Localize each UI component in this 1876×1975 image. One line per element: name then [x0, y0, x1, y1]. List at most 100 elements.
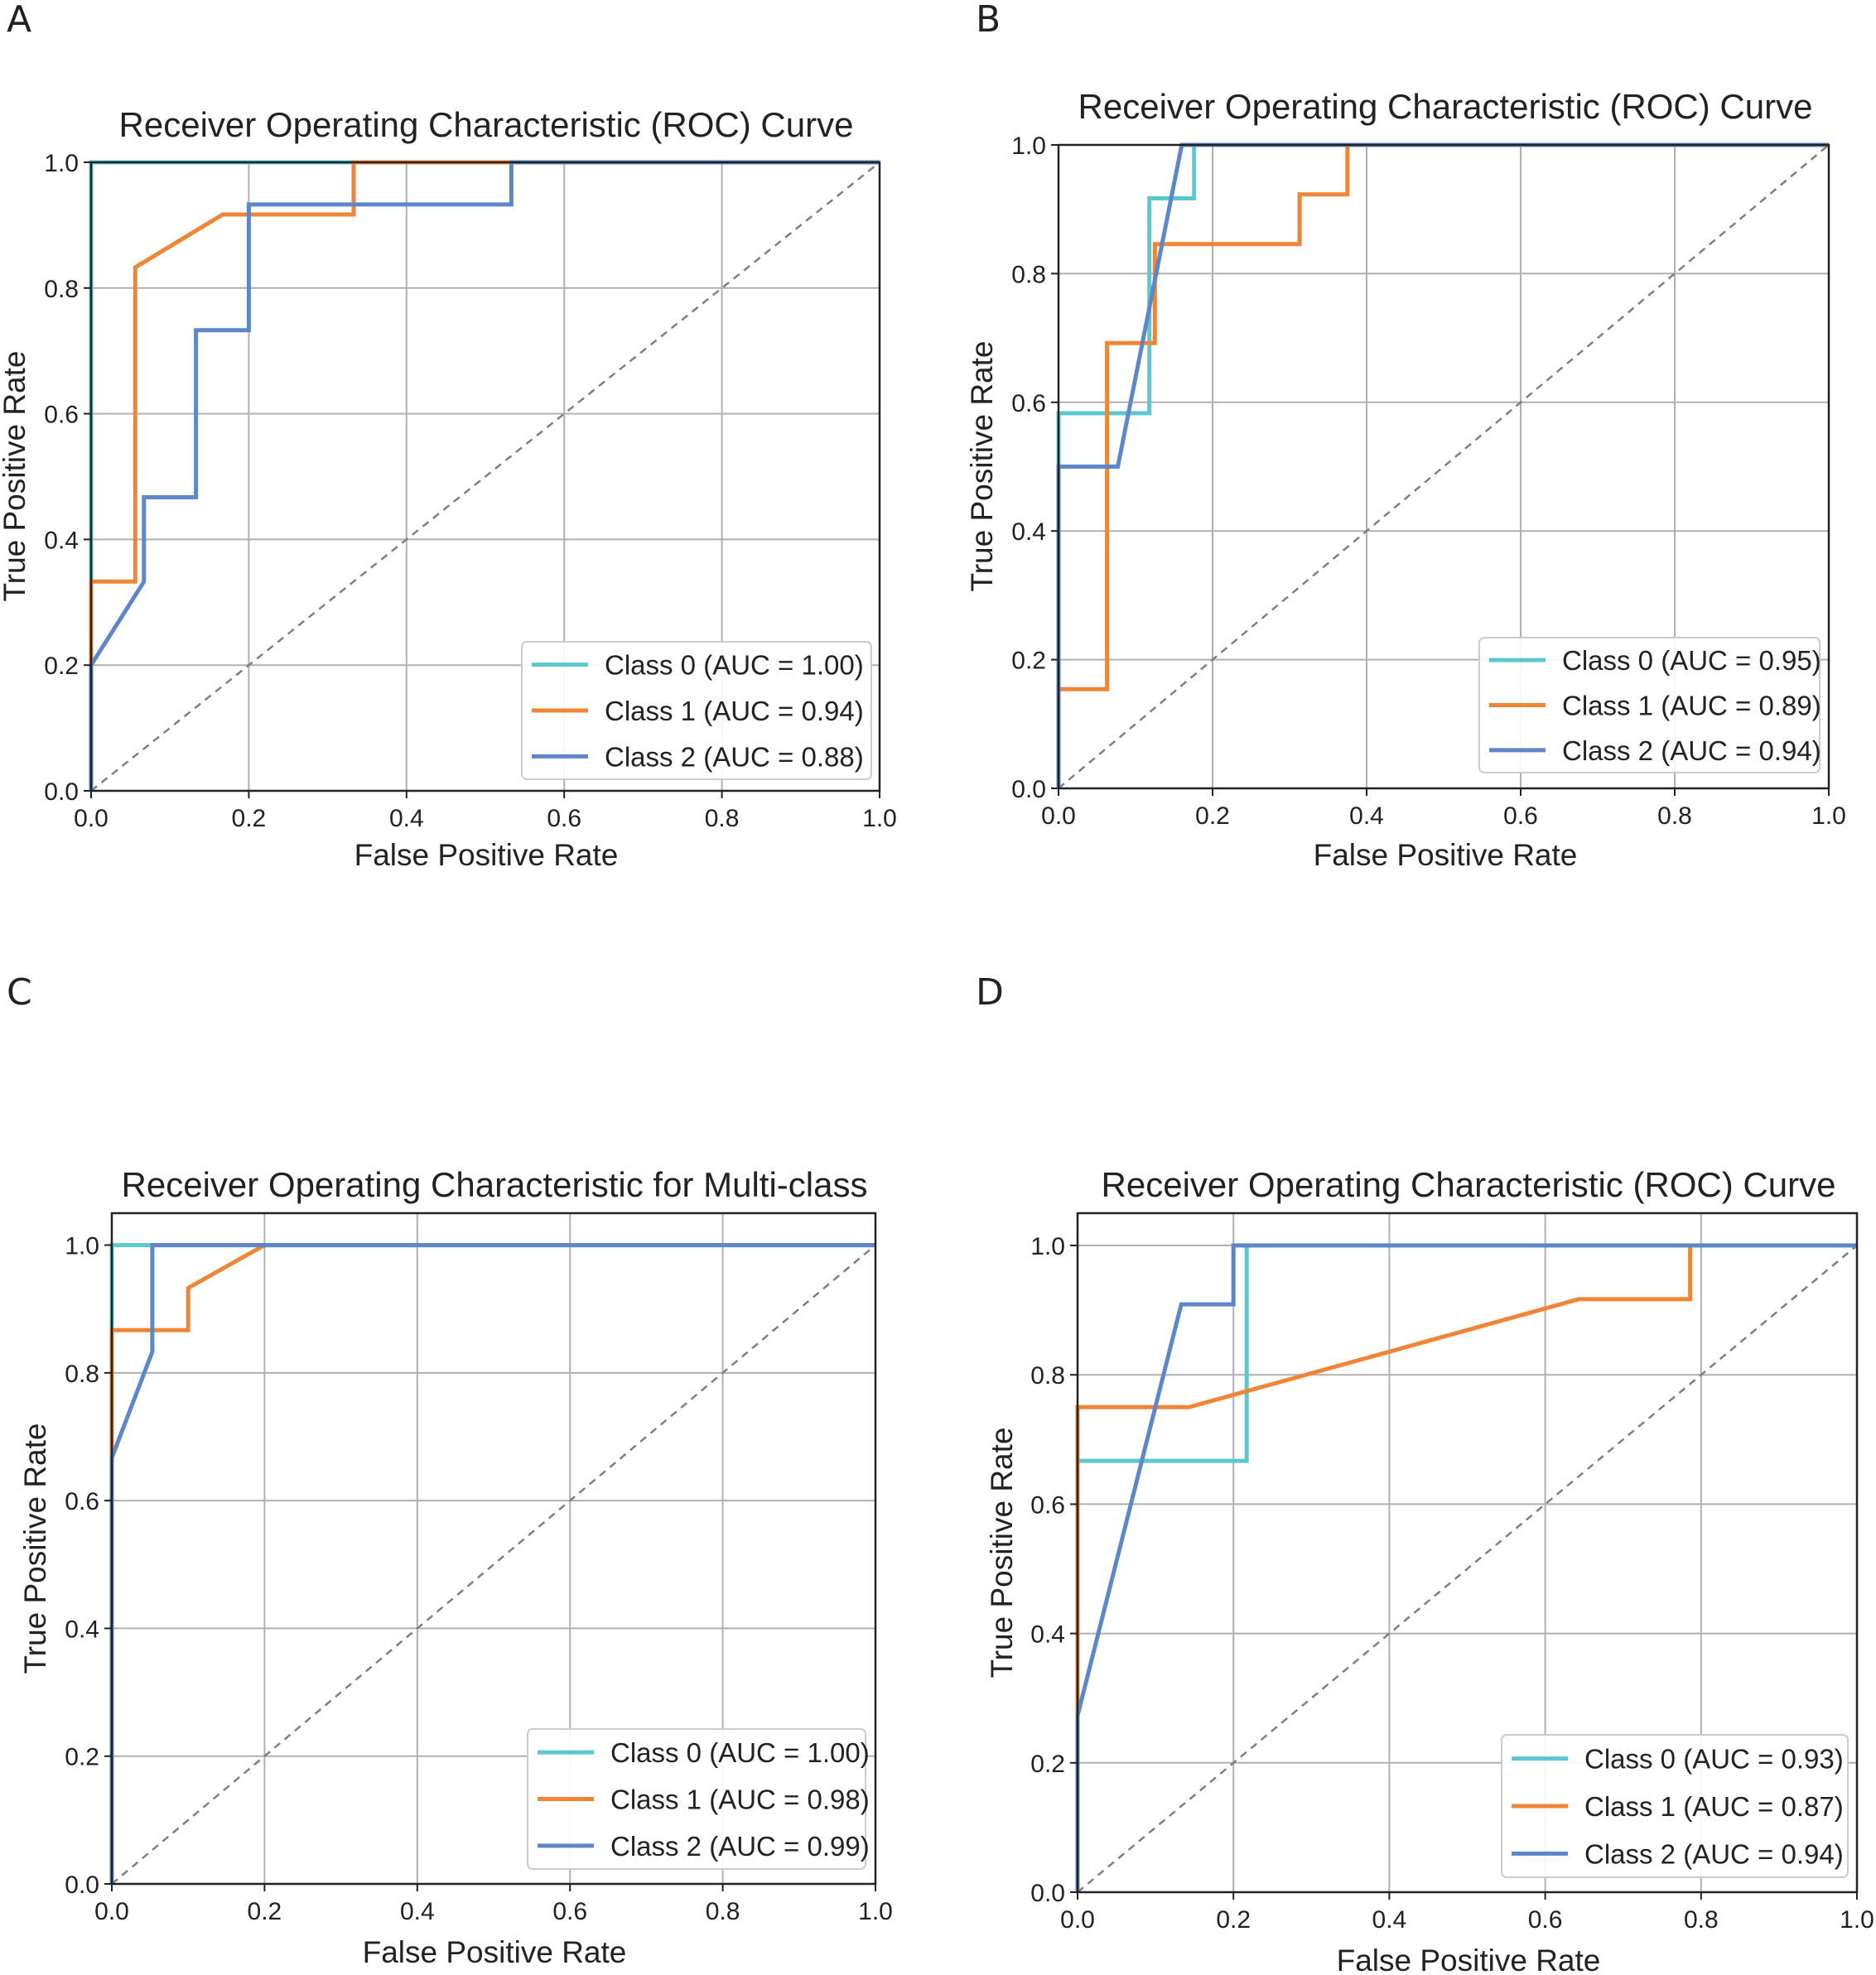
legend-label-class-0: Class 0 (AUC = 1.00): [605, 650, 864, 681]
roc-panel-b: B Receiver Operating Characteristic (ROC)…: [965, 0, 1846, 872]
y-tick-label: 0.6: [65, 1488, 99, 1515]
y-tick-label: 0.8: [1011, 261, 1046, 288]
legend: Class 0 (AUC = 1.00) Class 1 (AUC = 0.98)…: [527, 1728, 870, 1870]
y-tick-label: 0.0: [1030, 1880, 1065, 1907]
y-axis-label: True Positive Rate: [965, 341, 999, 592]
panel-letter: D: [976, 971, 1004, 1014]
x-tick-label: 1.0: [862, 805, 897, 832]
x-tick-label: 0.8: [705, 805, 740, 832]
legend-label-class-2: Class 2 (AUC = 0.94): [1562, 735, 1821, 766]
x-tick-label: 0.0: [74, 805, 109, 832]
legend-label-class-1: Class 1 (AUC = 0.98): [610, 1785, 870, 1815]
y-tick-label: 0.6: [1030, 1491, 1065, 1519]
diagonal-reference-line: [1058, 144, 1830, 789]
chart-title: Receiver Operating Characteristic for Mu…: [122, 1165, 868, 1204]
y-tick-label: 1.0: [44, 150, 79, 177]
panel-letter: C: [7, 971, 32, 1014]
panel-letter: A: [7, 0, 31, 41]
x-tick-label: 0.0: [94, 1898, 129, 1925]
roc-panel-a: A Receiver Operating Characteristic (ROC)…: [0, 0, 897, 872]
diagonal-reference-line: [111, 1244, 876, 1885]
ticks: 0.0 0.2 0.4 0.6 0.8 1.0 0.0 0.2 0.4 0.6 0.8 1.0: [65, 1233, 893, 1925]
legend-label-class-2: Class 2 (AUC = 0.88): [605, 741, 864, 772]
plot-frame: [89, 161, 881, 792]
legend: Class 0 (AUC = 1.00) Class 1 (AUC = 0.94)…: [521, 641, 872, 780]
legend: Class 0 (AUC = 0.95) Class 1 (AUC = 0.89)…: [1478, 637, 1821, 773]
x-tick-label: 1.0: [1840, 1906, 1874, 1934]
series-line-class-1: [1056, 142, 1829, 788]
x-tick-label: 0.2: [248, 1898, 282, 1925]
x-axis-label: False Positive Rate: [1337, 1944, 1601, 1975]
x-tick-label: 0.6: [552, 1898, 587, 1925]
legend-label-class-1: Class 1 (AUC = 0.87): [1584, 1791, 1844, 1822]
legend-box: [1501, 1734, 1849, 1878]
x-tick-label: 0.6: [547, 805, 581, 832]
y-tick-label: 0.4: [44, 527, 79, 554]
y-tick-label: 0.8: [65, 1361, 99, 1388]
y-axis-label: True Positive Rate: [0, 351, 31, 602]
y-tick-label: 0.2: [1030, 1751, 1065, 1778]
x-tick-label: 1.0: [1811, 802, 1846, 830]
x-tick-label: 0.4: [1349, 802, 1384, 830]
x-tick-label: 0.4: [1372, 1906, 1407, 1934]
legend-box: [1478, 637, 1821, 773]
x-tick-label: 0.2: [1195, 802, 1230, 830]
ticks: 0.0 0.2 0.4 0.6 0.8 1.0 0.0 0.2 0.4 0.6 0.8 1.0: [1030, 1233, 1874, 1934]
plot-frame: [1057, 143, 1830, 790]
x-tick-label: 0.6: [1503, 802, 1538, 830]
y-tick-label: 0.4: [1030, 1621, 1065, 1649]
diagonal-reference-line: [1077, 1245, 1858, 1893]
legend-label-class-0: Class 0 (AUC = 0.95): [1562, 645, 1821, 676]
y-tick-label: 1.0: [65, 1233, 99, 1260]
y-tick-label: 0.6: [1011, 390, 1046, 417]
y-tick-label: 0.0: [1011, 776, 1046, 803]
y-tick-label: 0.2: [65, 1744, 99, 1771]
x-tick-label: 0.2: [1216, 1906, 1251, 1934]
ticks: 0.0 0.2 0.4 0.6 0.8 1.0 0.0 0.2 0.4 0.6 0.8 1.0: [44, 150, 897, 832]
roc-panel-d: D Receiver Operating Characteristic (ROC)…: [976, 971, 1874, 1975]
legend-label-class-2: Class 2 (AUC = 0.99): [610, 1831, 870, 1862]
plot-frame: [1076, 1211, 1859, 1894]
x-axis-label: False Positive Rate: [354, 838, 619, 872]
legend-label-class-1: Class 1 (AUC = 0.89): [1562, 691, 1821, 721]
y-tick-label: 0.4: [65, 1616, 99, 1643]
x-axis-label: False Positive Rate: [363, 1935, 627, 1969]
y-tick-label: 0.0: [44, 778, 79, 806]
y-tick-label: 1.0: [1011, 132, 1046, 160]
legend-box: [527, 1728, 866, 1870]
chart-title: Receiver Operating Characteristic (ROC) …: [1078, 87, 1813, 126]
x-tick-label: 0.4: [400, 1898, 435, 1925]
y-tick-label: 0.4: [1011, 518, 1046, 546]
legend-label-class-2: Class 2 (AUC = 0.94): [1584, 1838, 1844, 1869]
x-tick-label: 0.8: [1657, 802, 1692, 830]
ticks: 0.0 0.2 0.4 0.6 0.8 1.0 0.0 0.2 0.4 0.6 0.8 1.0: [1011, 132, 1846, 830]
y-tick-label: 1.0: [1030, 1233, 1065, 1260]
x-tick-label: 0.8: [706, 1898, 740, 1925]
legend-label-class-0: Class 0 (AUC = 0.93): [1584, 1744, 1844, 1775]
y-tick-label: 0.2: [44, 653, 79, 680]
roc-panel-c: C Receiver Operating Characteristic for M…: [7, 971, 893, 1969]
x-tick-label: 0.4: [389, 805, 424, 832]
y-tick-label: 0.2: [1011, 648, 1046, 675]
chart-title: Receiver Operating Characteristic (ROC) …: [1102, 1165, 1836, 1204]
legend-label-class-1: Class 1 (AUC = 0.94): [605, 696, 864, 726]
x-tick-label: 0.6: [1528, 1906, 1563, 1934]
legend: Class 0 (AUC = 0.93) Class 1 (AUC = 0.87)…: [1501, 1734, 1849, 1878]
series-line-class-2: [89, 160, 880, 791]
x-tick-label: 0.2: [232, 805, 267, 832]
y-axis-label: True Positive Rate: [18, 1423, 52, 1674]
y-tick-label: 0.0: [65, 1871, 99, 1899]
y-axis-label: True Positive Rate: [985, 1428, 1019, 1679]
panel-letter: B: [976, 0, 1001, 41]
x-tick-label: 1.0: [858, 1898, 893, 1925]
series-line-class-1: [89, 160, 880, 791]
y-tick-label: 0.6: [44, 402, 79, 429]
y-tick-label: 0.8: [44, 276, 79, 303]
chart-title: Receiver Operating Characteristic (ROC) …: [119, 105, 854, 144]
x-tick-label: 0.8: [1684, 1906, 1719, 1934]
legend-box: [521, 641, 872, 780]
plot-frame: [110, 1211, 877, 1886]
x-tick-label: 0.0: [1060, 1906, 1095, 1934]
x-axis-label: False Positive Rate: [1314, 838, 1578, 872]
